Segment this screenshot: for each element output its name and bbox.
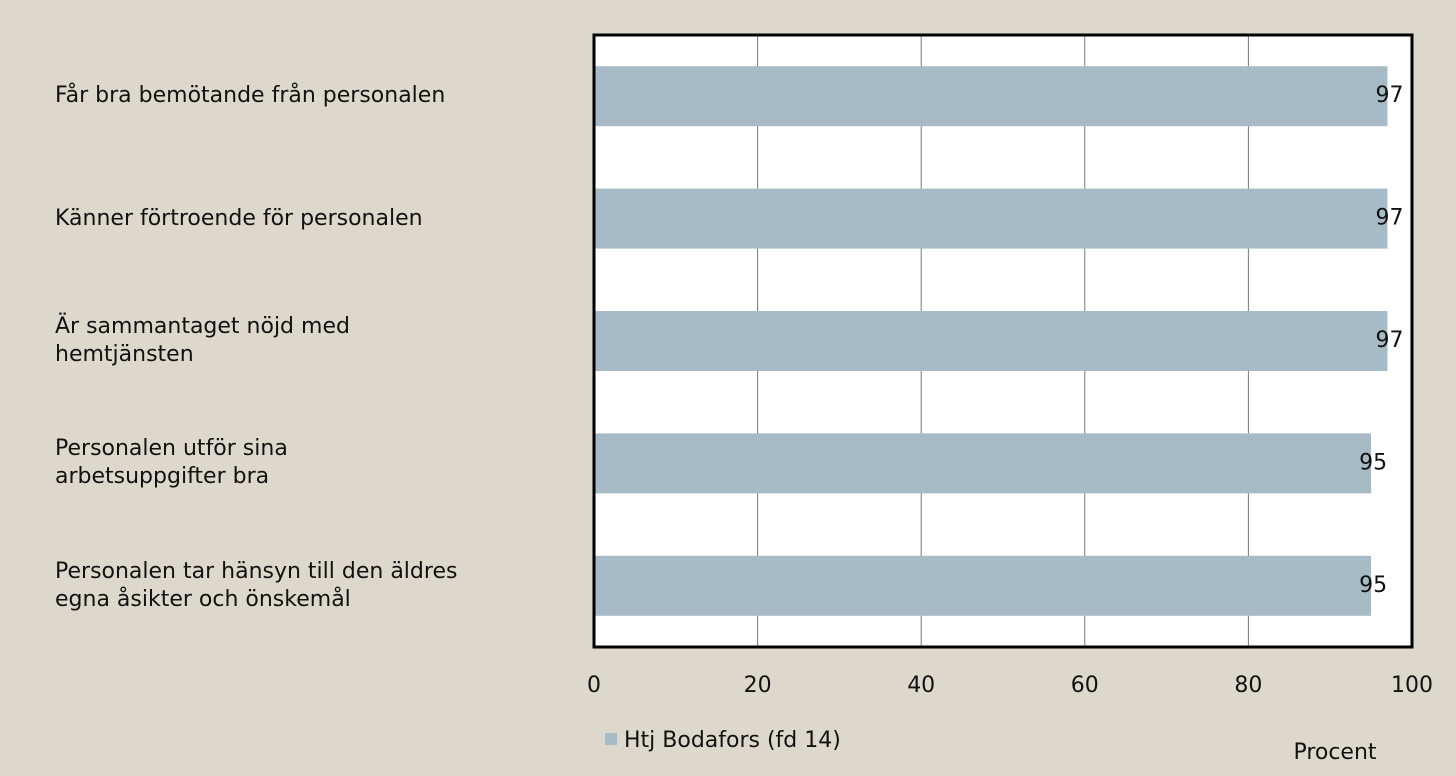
x-tick-label: 40 [907, 673, 935, 698]
x-axis-label: Procent [1293, 740, 1376, 765]
value-label: 97 [1375, 328, 1403, 353]
y-tick-label: Personalen utför sina arbetsuppgifter br… [55, 436, 288, 490]
y-tick-label: Får bra bemötande från personalen [55, 83, 446, 109]
y-tick-label: Personalen tar hänsyn till den äldres eg… [55, 558, 458, 612]
value-label: 95 [1359, 573, 1387, 598]
bar [594, 66, 1388, 127]
x-tick-label: 100 [1391, 673, 1433, 698]
bar [594, 433, 1372, 494]
y-tick-label: Känner förtroende för personalen [55, 205, 423, 231]
legend-label: Htj Bodafors (fd 14) [624, 728, 841, 753]
value-label: 95 [1359, 450, 1387, 475]
x-tick-label: 0 [587, 673, 601, 698]
value-label: 97 [1375, 83, 1403, 108]
bar [594, 311, 1388, 371]
x-tick-label: 20 [744, 673, 772, 698]
y-tick-label: Är sammantaget nöjd med hemtjänsten [55, 314, 350, 367]
bar [594, 188, 1388, 249]
plot-border [592, 33, 1414, 649]
x-tick-label: 60 [1071, 673, 1099, 698]
bar [594, 555, 1372, 616]
x-tick-label: 80 [1234, 673, 1262, 698]
legend-swatch [605, 733, 617, 745]
value-label: 97 [1375, 206, 1403, 231]
